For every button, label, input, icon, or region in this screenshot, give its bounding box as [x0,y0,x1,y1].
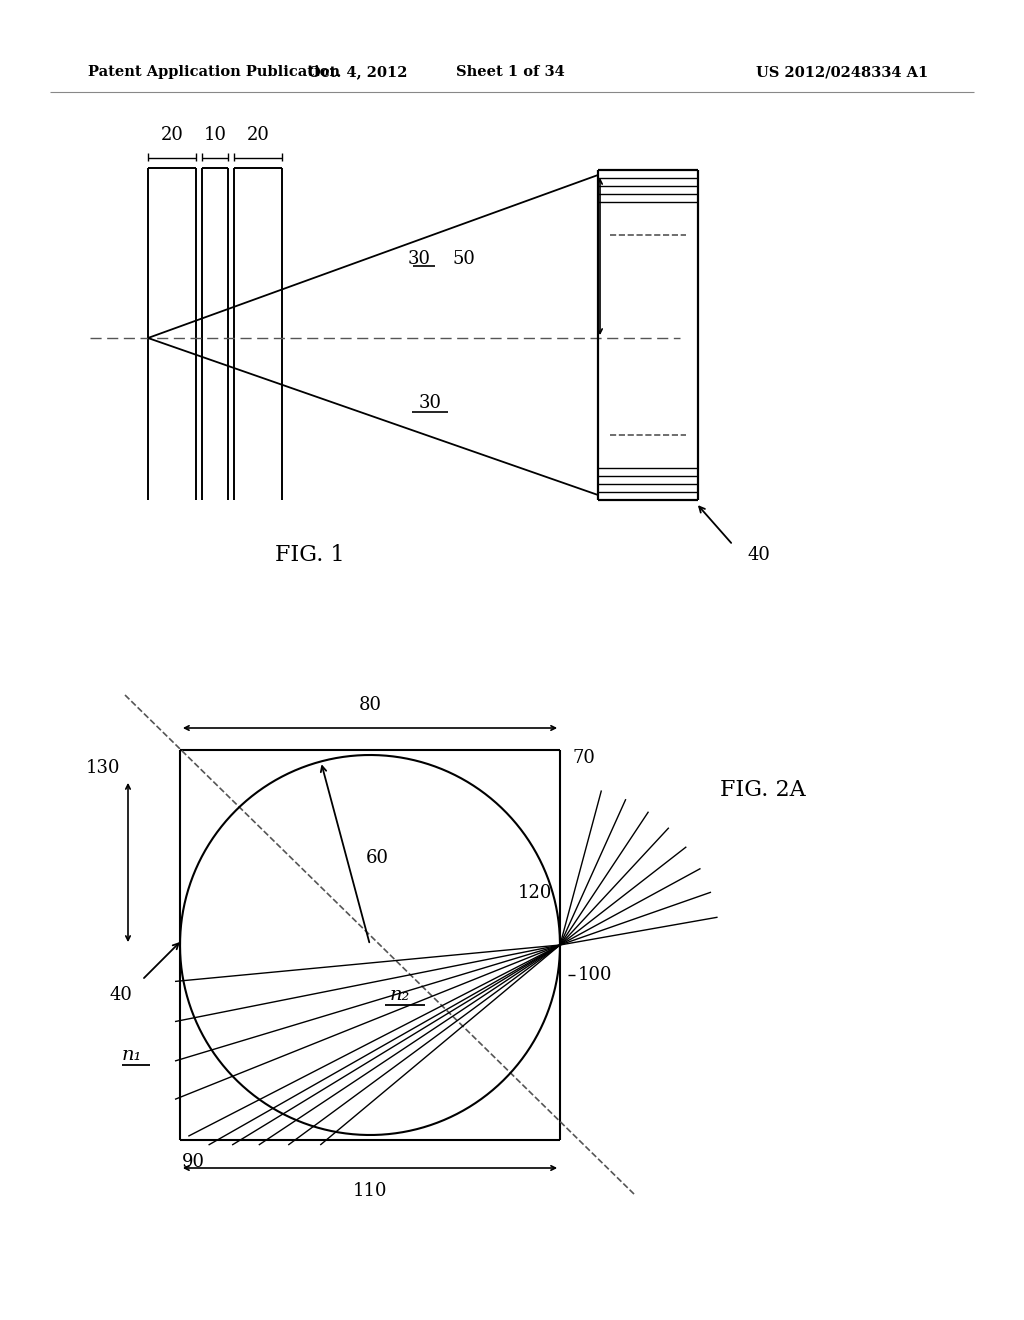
Text: 20: 20 [161,125,183,144]
Text: 40: 40 [748,546,771,564]
Text: 40: 40 [110,986,132,1005]
Text: 80: 80 [358,696,382,714]
Text: 60: 60 [366,849,388,867]
Text: FIG. 2A: FIG. 2A [720,779,806,801]
Text: 50: 50 [453,249,476,268]
Text: FIG. 1: FIG. 1 [275,544,345,566]
Text: 20: 20 [247,125,269,144]
Text: Patent Application Publication: Patent Application Publication [88,65,340,79]
Text: 10: 10 [204,125,226,144]
Text: 30: 30 [419,393,441,412]
Text: 130: 130 [85,759,120,777]
Text: n₂: n₂ [390,986,411,1005]
Text: 120: 120 [518,884,552,902]
Text: n₁: n₁ [122,1045,142,1064]
Text: Oct. 4, 2012: Oct. 4, 2012 [308,65,408,79]
Text: US 2012/0248334 A1: US 2012/0248334 A1 [756,65,928,79]
Text: 30: 30 [408,249,431,268]
Text: 110: 110 [352,1181,387,1200]
Text: 90: 90 [182,1152,205,1171]
Text: 70: 70 [572,748,595,767]
Text: 100: 100 [578,966,612,983]
Text: Sheet 1 of 34: Sheet 1 of 34 [456,65,564,79]
